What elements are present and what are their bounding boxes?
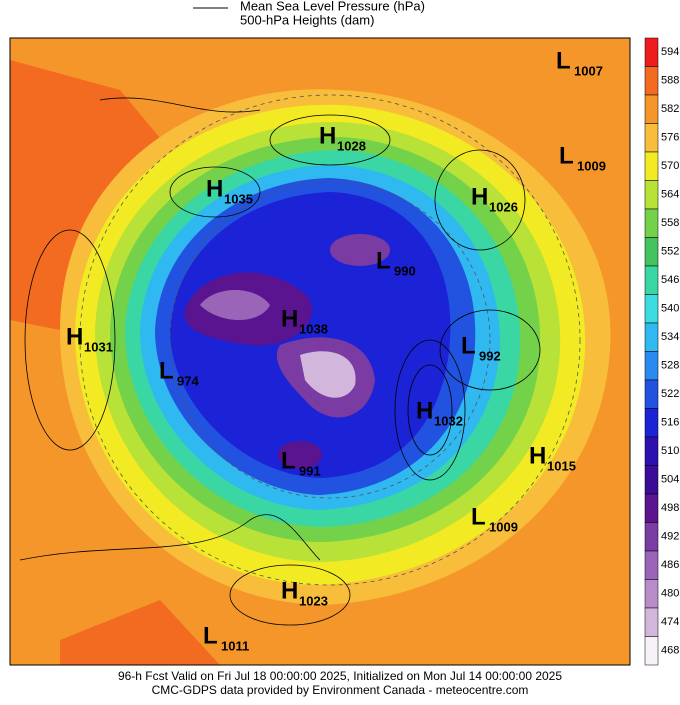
map <box>10 38 630 665</box>
colorbar-label: 594 <box>661 46 679 58</box>
center-letter: H <box>319 122 336 149</box>
colorbar-label: 540 <box>661 303 679 315</box>
center-letter: H <box>471 183 488 210</box>
colorbar-cell <box>644 636 659 666</box>
footer-valid: 96-h Fcst Valid on Fri Jul 18 00:00:00 2… <box>118 669 562 683</box>
colorbar-cell <box>644 408 659 438</box>
center-pressure: 1038 <box>299 321 328 336</box>
colorbar-label: 570 <box>661 160 679 172</box>
colorbar-cell <box>644 37 659 67</box>
colorbar-label: 498 <box>661 502 679 514</box>
center-pressure: 1028 <box>337 138 366 153</box>
center-letter: L <box>471 503 486 530</box>
center-letter: L <box>461 332 476 359</box>
center-letter: H <box>416 397 433 424</box>
center-pressure: 1011 <box>221 638 249 653</box>
colorbar-cell <box>644 493 659 523</box>
center-pressure: 1035 <box>224 191 253 206</box>
legend-mslp: Mean Sea Level Pressure (hPa) <box>240 0 425 13</box>
center-pressure: 1023 <box>299 593 328 608</box>
colorbar-cell <box>644 294 659 324</box>
colorbar-label: 564 <box>661 189 679 201</box>
colorbar-label: 510 <box>661 445 679 457</box>
center-pressure: 1015 <box>547 458 576 473</box>
footer-credit: CMC-GDPS data provided by Environment Ca… <box>152 683 529 697</box>
center-letter: L <box>556 47 571 74</box>
center-letter: L <box>281 447 296 474</box>
center-letter: L <box>203 622 218 649</box>
colorbar-cell <box>644 151 659 181</box>
colorbar-cell <box>644 123 659 153</box>
center-pressure: 1009 <box>489 519 518 534</box>
center-letter: H <box>66 323 83 350</box>
colorbar-label: 546 <box>661 274 679 286</box>
center-pressure: 1009 <box>577 158 606 173</box>
colorbar-label: 468 <box>661 645 679 657</box>
colorbar-label: 522 <box>661 388 679 400</box>
colorbar-cell <box>644 465 659 495</box>
map-frame <box>9 37 631 666</box>
colorbar-label: 552 <box>661 246 679 258</box>
colorbar-label: 528 <box>661 360 679 372</box>
colorbar-cell <box>644 208 659 238</box>
center-letter: L <box>559 142 574 169</box>
legend-heights: 500-hPa Heights (dam) <box>240 12 374 27</box>
colorbar-label: 504 <box>661 474 679 486</box>
colorbar-label: 582 <box>661 103 679 115</box>
colorbar-cell <box>644 94 659 124</box>
colorbar-cell <box>644 66 659 96</box>
colorbar-cell <box>644 550 659 580</box>
colorbar-cell <box>644 265 659 295</box>
center-pressure: 1032 <box>434 413 463 428</box>
colorbar-label: 588 <box>661 75 679 87</box>
center-letter: L <box>376 247 391 274</box>
colorbar-cell <box>644 180 659 210</box>
colorbar-cell <box>644 522 659 552</box>
center-pressure: 974 <box>177 373 199 388</box>
center-letter: H <box>281 577 298 604</box>
colorbar-label: 534 <box>661 331 679 343</box>
center-pressure: 990 <box>394 263 416 278</box>
center-pressure: 1031 <box>84 339 113 354</box>
colorbar-cell <box>644 351 659 381</box>
center-letter: H <box>529 442 546 469</box>
center-pressure: 991 <box>299 463 321 478</box>
colorbar-cell <box>644 579 659 609</box>
center-pressure: 1007 <box>574 63 603 78</box>
colorbar-cell <box>644 322 659 352</box>
colorbar-cell <box>644 237 659 267</box>
colorbar-cell <box>644 379 659 409</box>
colorbar-cell <box>644 607 659 637</box>
colorbar-label: 492 <box>661 531 679 543</box>
center-letter: H <box>281 305 298 332</box>
center-pressure: 1026 <box>489 199 518 214</box>
center-letter: H <box>206 175 223 202</box>
colorbar-cell <box>644 436 659 466</box>
center-letter: L <box>159 357 174 384</box>
center-pressure: 992 <box>479 348 501 363</box>
colorbar-label: 558 <box>661 217 679 229</box>
colorbar-label: 474 <box>661 616 679 628</box>
colorbar-label: 576 <box>661 132 679 144</box>
colorbar-label: 480 <box>661 588 679 600</box>
colorbar-label: 486 <box>661 559 679 571</box>
colorbar-label: 516 <box>661 417 679 429</box>
